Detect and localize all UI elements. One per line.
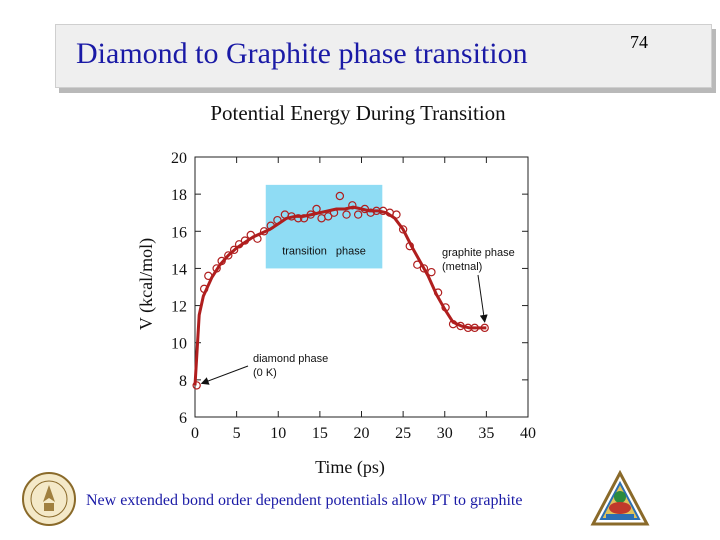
chart-title: Potential Energy During Transition [210, 101, 506, 125]
data-point [480, 323, 489, 333]
data-point [398, 225, 408, 234]
transition-region-label: transition phase [282, 245, 366, 257]
y-tick-label: 8 [179, 373, 187, 390]
slide-number: 74 [630, 32, 648, 52]
graphite-phase-arrow [477, 274, 488, 323]
data-point [312, 204, 321, 214]
data-point [299, 214, 309, 223]
data-point [266, 221, 275, 230]
y-tick-label: 20 [171, 150, 187, 167]
slide-title: Diamond to Graphite phase transition [76, 37, 528, 70]
data-point [413, 260, 422, 269]
x-tick-label: 15 [312, 425, 328, 442]
y-tick-label: 6 [179, 410, 187, 427]
data-point [259, 227, 269, 236]
data-point [419, 264, 429, 273]
data-point [441, 303, 450, 312]
data-point [240, 236, 250, 245]
data-point [456, 321, 465, 331]
data-point [306, 210, 315, 219]
data-point [335, 191, 345, 201]
data-point [234, 240, 244, 249]
data-point [229, 245, 239, 255]
footer-text: New extended bond order dependent potent… [86, 492, 523, 509]
university-seal-icon [22, 472, 76, 526]
diamond-phase-arrow [200, 365, 249, 385]
data-point [448, 319, 458, 329]
institute-logo-icon [590, 470, 650, 526]
y-tick-label: 18 [171, 187, 187, 204]
data-point [273, 215, 282, 225]
slide-title-box: Diamond to Graphite phase transition [55, 24, 712, 88]
data-point [217, 256, 226, 266]
data-point [199, 284, 209, 294]
y-axis-label: V (kcal/mol) [136, 238, 157, 330]
data-point [470, 323, 479, 333]
data-point [329, 208, 339, 217]
data-point [366, 208, 375, 217]
x-tick-label: 0 [191, 425, 199, 442]
fit-curve [193, 205, 487, 386]
x-tick-label: 25 [395, 425, 411, 442]
x-tick-label: 5 [233, 425, 241, 442]
x-tick-label: 20 [354, 425, 370, 442]
y-tick-label: 12 [171, 299, 187, 316]
x-tick-label: 35 [478, 425, 494, 442]
data-point [392, 210, 401, 219]
data-point [204, 271, 213, 281]
x-tick-label: 10 [270, 425, 286, 442]
x-tick-label: 30 [437, 425, 453, 442]
y-tick-label: 16 [171, 224, 187, 241]
data-point [253, 234, 262, 243]
graphite-phase-annotation: graphite phase (metnal) [442, 247, 515, 273]
data-point [192, 381, 201, 390]
y-tick-label: 10 [171, 336, 187, 353]
x-axis-label: Time (ps) [315, 457, 385, 478]
transition-region [265, 184, 383, 269]
data-point [294, 214, 303, 223]
data-point [433, 288, 443, 297]
data-point [348, 201, 357, 210]
diamond-phase-annotation: diamond phase (0 K) [253, 353, 328, 379]
data-point [353, 210, 363, 219]
data-point [224, 251, 233, 260]
data-point [360, 204, 370, 214]
data-point [246, 230, 255, 240]
data-point [405, 241, 414, 251]
data-point [324, 212, 333, 221]
data-point [427, 267, 436, 277]
data-point [342, 210, 351, 219]
x-tick-label: 40 [520, 425, 536, 442]
y-tick-label: 14 [171, 261, 187, 278]
data-point [212, 264, 221, 273]
